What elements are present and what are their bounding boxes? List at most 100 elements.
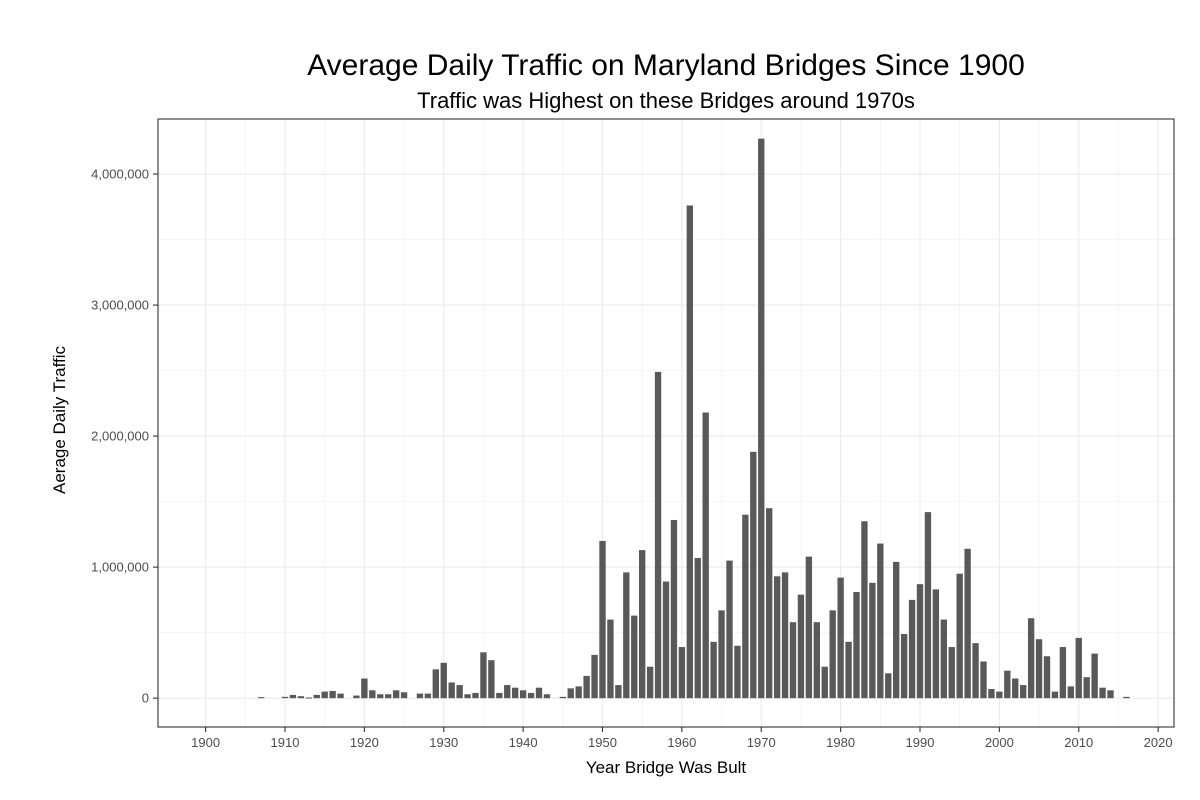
bar [702, 412, 709, 699]
bar [678, 647, 686, 699]
bar [448, 682, 455, 699]
bar [932, 589, 940, 699]
bar [297, 696, 305, 699]
bar [313, 694, 320, 699]
bar [988, 689, 995, 699]
bar [908, 599, 916, 699]
x-tick-label: 1910 [271, 735, 300, 750]
bar [504, 685, 511, 699]
bar [1091, 653, 1098, 699]
x-tick-label: 2020 [1144, 735, 1173, 750]
bar [654, 371, 662, 699]
chart-title: Average Daily Traffic on Maryland Bridge… [307, 49, 1025, 82]
y-tick-label: 4,000,000 [91, 167, 149, 182]
bar [535, 687, 543, 699]
bar [527, 692, 535, 699]
bar [416, 693, 424, 699]
bar [1035, 639, 1043, 699]
bar [853, 592, 860, 699]
bar [766, 508, 773, 699]
bar [670, 519, 678, 699]
bars [258, 138, 1130, 699]
bar [805, 556, 813, 699]
bar [456, 685, 463, 699]
x-tick-label: 1940 [509, 735, 538, 750]
bar [353, 695, 360, 699]
bar [281, 696, 289, 699]
bar [361, 678, 368, 699]
bar [615, 685, 622, 699]
bar [972, 643, 979, 699]
bar [1083, 677, 1090, 699]
x-tick-label: 1990 [906, 735, 935, 750]
bar [1043, 656, 1051, 699]
plot-panel [157, 118, 1175, 728]
bar [797, 594, 805, 699]
bar [305, 697, 312, 699]
bar [432, 669, 439, 699]
x-tick-label: 1960 [667, 735, 696, 750]
bar [1012, 678, 1019, 699]
x-tick-label: 1980 [826, 735, 855, 750]
bar [400, 692, 408, 699]
bar [1027, 618, 1035, 699]
bar [623, 572, 630, 699]
bar [781, 572, 789, 699]
bar [869, 582, 876, 699]
bar [1099, 687, 1106, 699]
bar [837, 577, 844, 699]
bar [893, 561, 900, 699]
bar [900, 633, 908, 699]
bar [631, 615, 638, 699]
bar [813, 622, 820, 699]
bar [1004, 670, 1011, 699]
bar [472, 692, 479, 699]
y-tick-label: 1,000,000 [91, 560, 149, 575]
bar [646, 666, 654, 699]
bar [861, 521, 868, 699]
bar [877, 543, 884, 699]
bar [789, 622, 797, 699]
bar [821, 666, 828, 699]
chart-subtitle: Traffic was Highest on these Bridges aro… [417, 88, 915, 113]
bar [829, 610, 836, 699]
x-tick-label: 1900 [191, 735, 220, 750]
bar [496, 692, 503, 699]
bar [480, 652, 487, 699]
bar [599, 540, 606, 699]
y-tick-label: 2,000,000 [91, 429, 149, 444]
bar [742, 514, 749, 699]
bar [424, 693, 432, 699]
x-axis: 1900 1910 1920 1930 1940 1950 1960 1970 1980 1990… [191, 727, 1173, 750]
bar [940, 619, 947, 699]
bar [321, 691, 328, 699]
bar [377, 694, 384, 699]
bar [1059, 647, 1067, 699]
bar [607, 619, 614, 699]
bar [519, 690, 527, 699]
bar [686, 205, 693, 699]
bar [718, 610, 725, 699]
bar [710, 641, 717, 699]
bar [924, 512, 932, 699]
bar [1123, 696, 1130, 699]
bar [639, 550, 646, 699]
bar [845, 641, 852, 699]
x-tick-label: 2010 [1064, 735, 1093, 750]
bar [734, 645, 741, 699]
x-tick-label: 1930 [429, 735, 458, 750]
bar [258, 697, 265, 699]
bar [488, 660, 495, 699]
bar [583, 675, 590, 699]
bar [464, 694, 471, 699]
y-tick-label: 3,000,000 [91, 298, 149, 313]
bar [1020, 685, 1027, 699]
bar [392, 690, 400, 699]
bar [559, 696, 566, 699]
bar [758, 138, 765, 699]
bar [694, 557, 701, 699]
bar [662, 581, 670, 699]
bar [885, 673, 892, 699]
bar [1051, 691, 1059, 699]
bar [964, 548, 971, 699]
